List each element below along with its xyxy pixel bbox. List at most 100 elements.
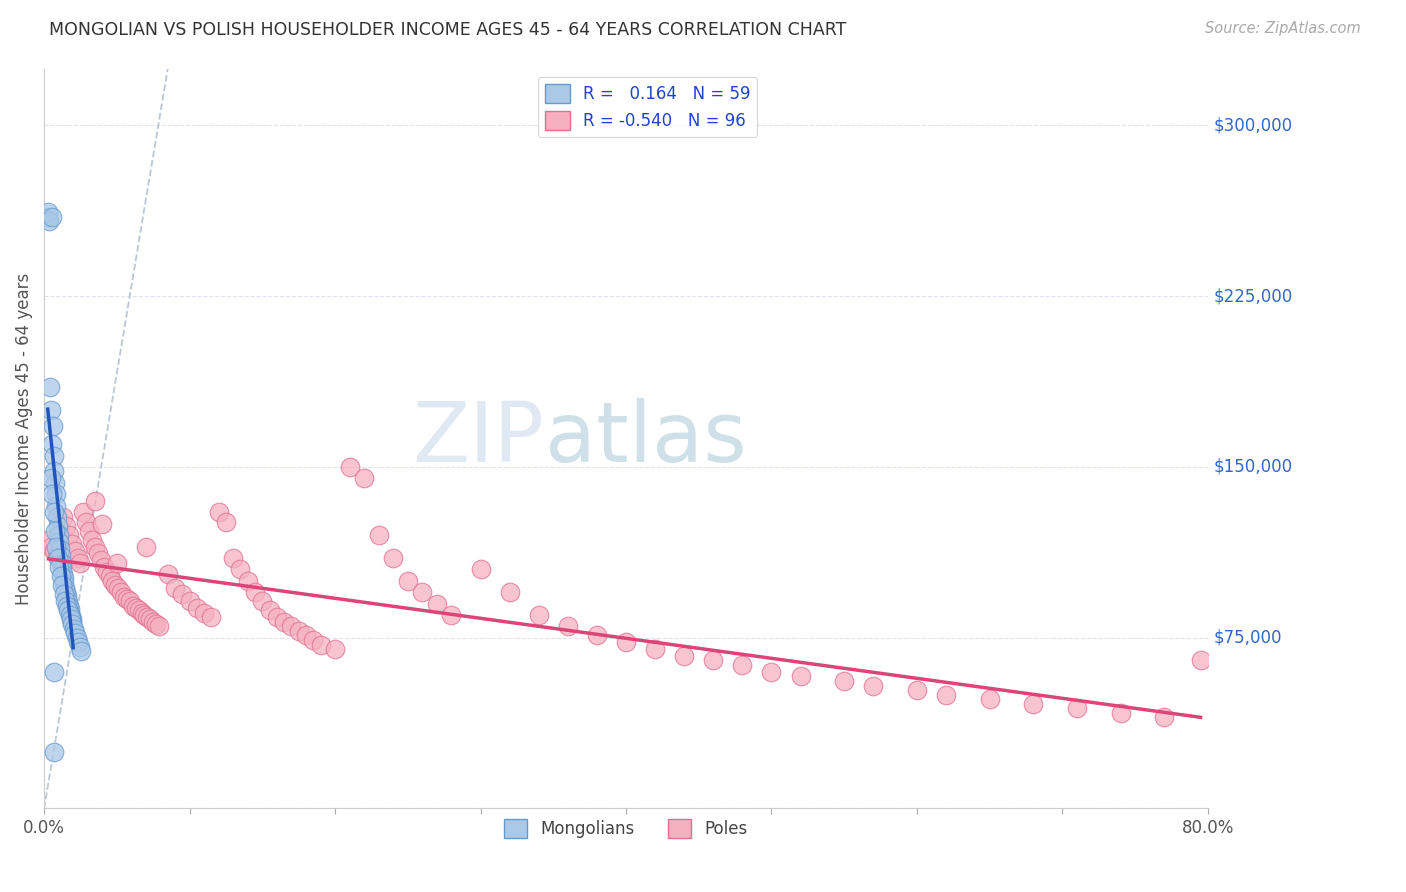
Point: [96, 565, 118, 579]
Point: [52, 566, 75, 581]
Point: [41, 437, 63, 451]
Point: [51, 578, 73, 592]
Point: [789, 669, 811, 683]
Point: [44, 524, 66, 538]
Point: [302, 632, 325, 647]
Point: [287, 624, 309, 638]
Point: [41, 487, 63, 501]
Point: [98, 569, 121, 583]
Point: [60, 609, 83, 624]
Point: [979, 692, 1001, 706]
Point: [77, 524, 100, 538]
Point: [367, 528, 389, 542]
Point: [67, 635, 90, 649]
Point: [84, 494, 107, 508]
Point: [58, 528, 80, 542]
Point: [46, 549, 69, 563]
Point: [44, 465, 66, 479]
Point: [70, 644, 93, 658]
Point: [731, 658, 754, 673]
Point: [65, 626, 87, 640]
Point: [42, 419, 65, 434]
Point: [39, 380, 62, 394]
Point: [55, 589, 77, 603]
Point: [295, 628, 318, 642]
Point: [62, 615, 84, 629]
Point: [139, 612, 162, 626]
Point: [382, 551, 405, 566]
Point: [51, 556, 73, 570]
Point: [53, 576, 76, 591]
Point: [53, 581, 76, 595]
Point: [186, 601, 208, 615]
Point: [243, 585, 266, 599]
Point: [761, 665, 783, 679]
Point: [136, 610, 159, 624]
Point: [75, 515, 97, 529]
Point: [66, 631, 89, 645]
Point: [53, 594, 76, 608]
Point: [935, 688, 957, 702]
Text: ZIP: ZIP: [412, 398, 544, 479]
Point: [46, 551, 69, 566]
Point: [58, 602, 80, 616]
Point: [60, 612, 83, 626]
Point: [148, 619, 170, 633]
Point: [411, 585, 433, 599]
Point: [396, 574, 419, 588]
Point: [48, 535, 70, 549]
Point: [1109, 706, 1132, 720]
Point: [142, 615, 165, 629]
Point: [49, 553, 72, 567]
Point: [862, 678, 884, 692]
Point: [91, 516, 114, 531]
Point: [46, 510, 69, 524]
Y-axis label: Householder Income Ages 45 - 64 years: Householder Income Ages 45 - 64 years: [15, 272, 32, 605]
Point: [125, 601, 148, 615]
Point: [41, 403, 63, 417]
Point: [112, 590, 135, 604]
Point: [193, 606, 215, 620]
Point: [55, 599, 77, 613]
Text: $150,000: $150,000: [1213, 458, 1294, 476]
Point: [49, 541, 72, 556]
Point: [156, 566, 179, 581]
Point: [266, 610, 288, 624]
Point: [51, 562, 73, 576]
Point: [702, 653, 724, 667]
Point: [48, 560, 70, 574]
Text: atlas: atlas: [544, 398, 747, 479]
Point: [644, 642, 666, 657]
Point: [145, 617, 167, 632]
Point: [45, 487, 67, 501]
Point: [63, 544, 86, 558]
Point: [309, 638, 332, 652]
Point: [84, 540, 107, 554]
Point: [527, 607, 550, 622]
Point: [44, 745, 66, 759]
Point: [39, 471, 62, 485]
Point: [93, 560, 115, 574]
Text: MONGOLIAN VS POLISH HOUSEHOLDER INCOME AGES 45 - 64 YEARS CORRELATION CHART: MONGOLIAN VS POLISH HOUSEHOLDER INCOME A…: [49, 21, 846, 39]
Point: [41, 210, 63, 224]
Point: [69, 556, 91, 570]
Point: [104, 578, 127, 592]
Point: [498, 585, 520, 599]
Point: [105, 556, 128, 570]
Point: [45, 540, 67, 554]
Point: [55, 519, 77, 533]
Point: [252, 594, 274, 608]
Point: [46, 519, 69, 533]
Point: [72, 506, 94, 520]
Point: [101, 574, 124, 588]
Point: [49, 549, 72, 563]
Legend: Mongolians, Poles: Mongolians, Poles: [498, 812, 755, 845]
Point: [110, 585, 132, 599]
Point: [69, 640, 91, 654]
Point: [90, 553, 112, 567]
Point: [280, 619, 302, 633]
Point: [49, 569, 72, 583]
Point: [273, 615, 295, 629]
Point: [107, 581, 129, 595]
Point: [673, 648, 696, 663]
